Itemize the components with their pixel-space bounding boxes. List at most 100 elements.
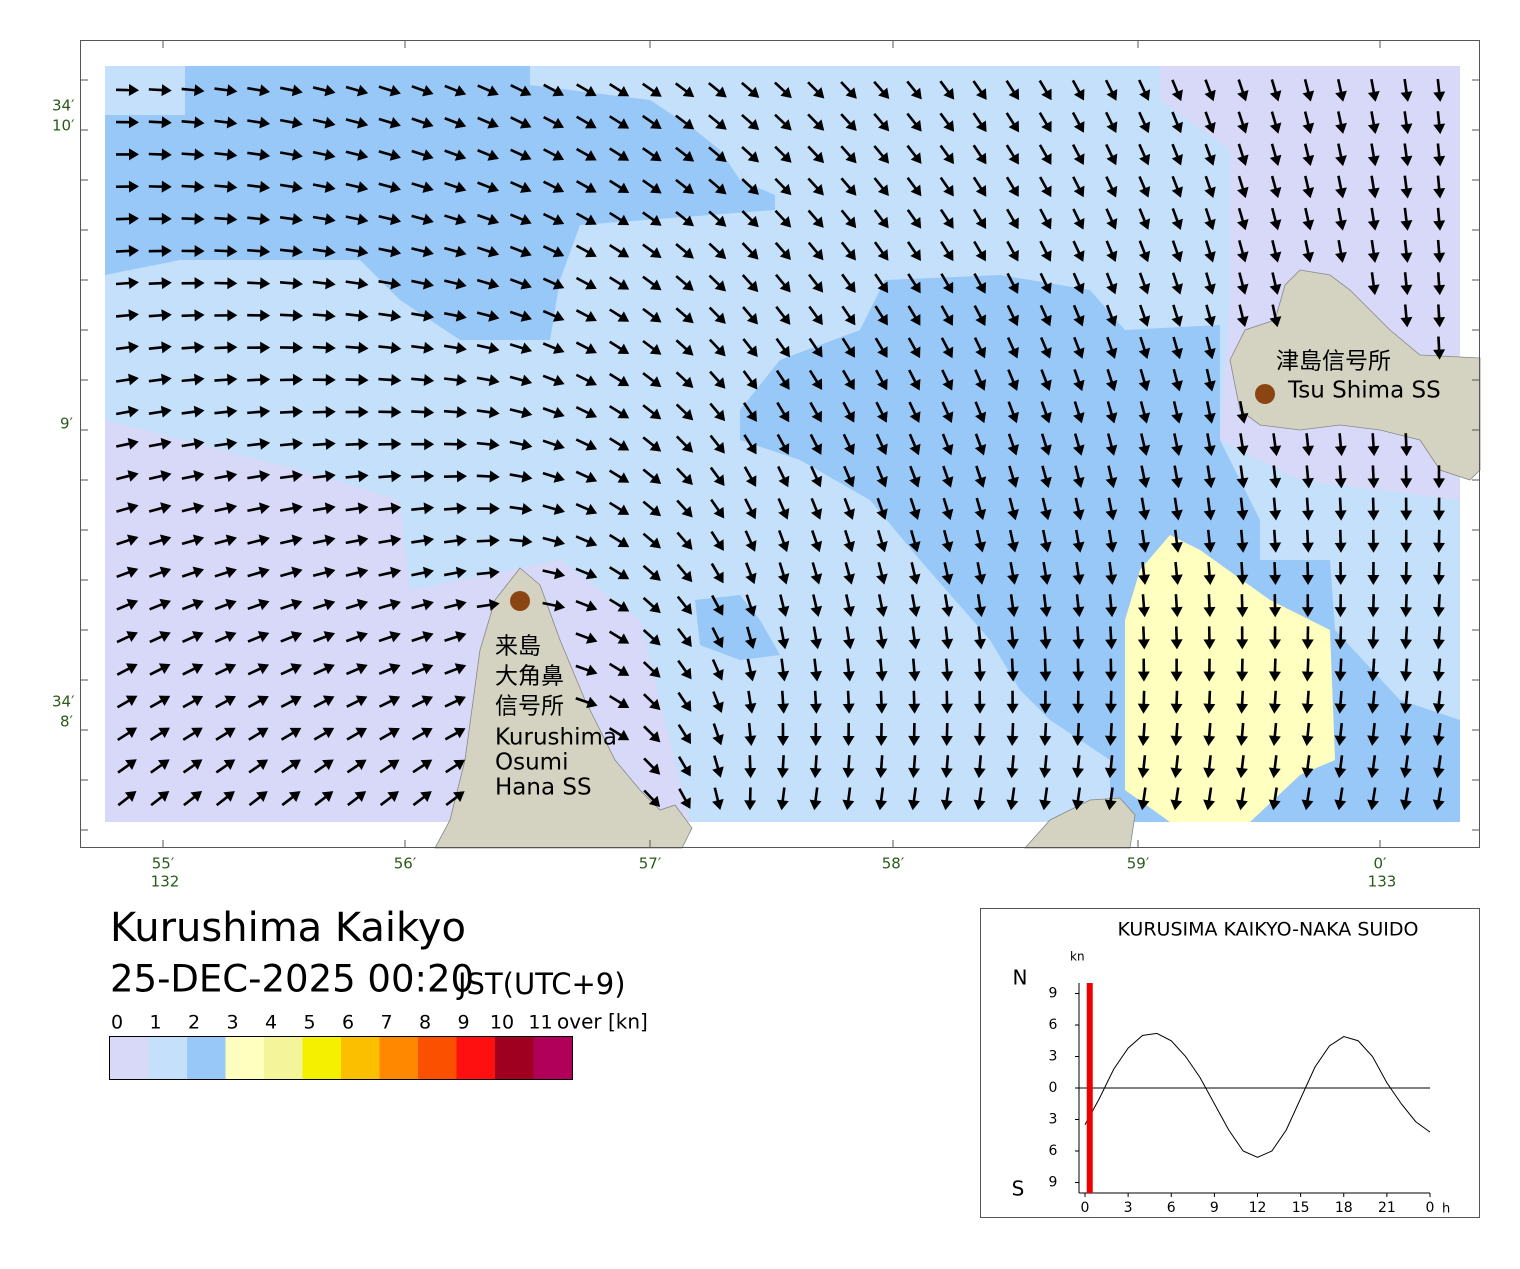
arrow-shaft	[1139, 368, 1147, 385]
arrow-head	[126, 598, 139, 610]
arrow-shaft	[1106, 368, 1114, 385]
arrow-shaft	[675, 210, 689, 223]
current-arrow	[906, 144, 922, 164]
current-arrow	[575, 599, 598, 612]
current-arrow	[1236, 561, 1249, 585]
current-arrow	[345, 631, 368, 643]
current-arrow	[215, 695, 236, 709]
arrow-shaft	[809, 401, 819, 417]
arrow-head	[454, 663, 467, 675]
arrow-shaft	[1270, 207, 1278, 223]
current-arrow	[1269, 111, 1282, 134]
current-arrow	[775, 369, 790, 390]
arrow-head	[157, 791, 170, 802]
arrow-shaft	[643, 725, 656, 738]
arrow-shaft	[150, 762, 164, 774]
arrow-head	[1040, 444, 1052, 456]
current-arrow	[148, 437, 172, 450]
arrow-shaft	[912, 787, 917, 803]
arrow-shaft	[1337, 175, 1343, 191]
arrow-shaft	[746, 626, 753, 642]
current-arrow	[411, 631, 434, 643]
arrow-shaft	[712, 691, 721, 706]
arrow-shaft	[116, 570, 132, 579]
arrow-shaft	[940, 337, 950, 352]
arrow-head	[1400, 220, 1413, 231]
arrow-shaft	[411, 344, 427, 350]
arrow-shaft	[907, 337, 918, 352]
arrow-head	[779, 378, 790, 390]
current-arrow	[1432, 594, 1445, 618]
legend-swatch	[379, 1037, 418, 1079]
arrow-head	[1433, 317, 1446, 328]
arrow-head	[942, 411, 954, 423]
arrow-shaft	[1437, 594, 1441, 610]
arrow-shaft	[509, 278, 525, 286]
arrow-head	[325, 438, 336, 451]
current-arrow	[1432, 755, 1445, 779]
arrow-shaft	[1305, 465, 1310, 481]
current-arrow	[908, 401, 921, 423]
arrow-shaft	[1043, 658, 1047, 674]
arrow-shaft	[977, 626, 982, 642]
arrow-head	[910, 216, 922, 229]
arrow-head	[1432, 510, 1445, 521]
arrow-head	[585, 278, 597, 290]
arrow-shaft	[974, 369, 983, 384]
arrow-shaft	[214, 216, 230, 221]
arrow-shaft	[279, 506, 296, 512]
arrow-shaft	[116, 602, 132, 611]
arrow-head	[845, 184, 857, 196]
arrow-shaft	[1370, 111, 1376, 127]
current-arrow	[1138, 497, 1151, 521]
arrow-shaft	[1042, 594, 1048, 610]
arrow-head	[908, 573, 921, 585]
arrow-shaft	[215, 794, 230, 807]
current-arrow	[909, 465, 921, 488]
arrow-head	[388, 663, 401, 675]
arrow-head	[843, 573, 855, 585]
current-arrow	[575, 567, 598, 580]
y-tick-label: 3	[1049, 1112, 1058, 1128]
arrow-head	[812, 184, 824, 196]
arrow-head	[1203, 542, 1216, 553]
arrow-shaft	[712, 723, 720, 739]
arrow-head	[357, 277, 369, 290]
arrow-head	[812, 119, 825, 131]
arrow-head	[810, 573, 823, 585]
current-arrow	[214, 631, 237, 643]
arrow-head	[1236, 606, 1249, 618]
current-arrow	[744, 787, 757, 811]
arrow-shaft	[150, 794, 164, 807]
arrow-shaft	[280, 634, 296, 643]
arrow-head	[194, 245, 205, 258]
current-arrow	[1138, 529, 1151, 553]
current-arrow	[841, 305, 856, 326]
arrow-shaft	[181, 602, 197, 611]
arrow-shaft	[608, 340, 624, 351]
arrow-head	[259, 373, 271, 386]
current-arrow	[115, 116, 139, 129]
current-arrow	[807, 241, 824, 261]
arrow-head	[194, 84, 205, 97]
arrow-head	[941, 541, 954, 553]
arrow-shaft	[379, 730, 394, 741]
arrow-head	[973, 671, 986, 682]
arrow-head	[1367, 90, 1380, 102]
arrow-head	[291, 502, 303, 515]
arrow-shaft	[1073, 336, 1081, 352]
current-arrow	[1171, 208, 1183, 231]
arrow-head	[161, 309, 172, 322]
current-arrow	[1137, 755, 1150, 779]
arrow-head	[1138, 283, 1151, 295]
arrow-shaft	[709, 434, 721, 449]
current-arrow	[1400, 239, 1413, 263]
arrow-head	[127, 437, 139, 450]
legend-swatch	[341, 1037, 380, 1079]
current-arrow	[1236, 594, 1249, 618]
arrow-head	[809, 767, 822, 779]
arrow-head	[617, 504, 630, 515]
arrow-shaft	[775, 369, 787, 384]
current-arrow	[1104, 722, 1117, 746]
